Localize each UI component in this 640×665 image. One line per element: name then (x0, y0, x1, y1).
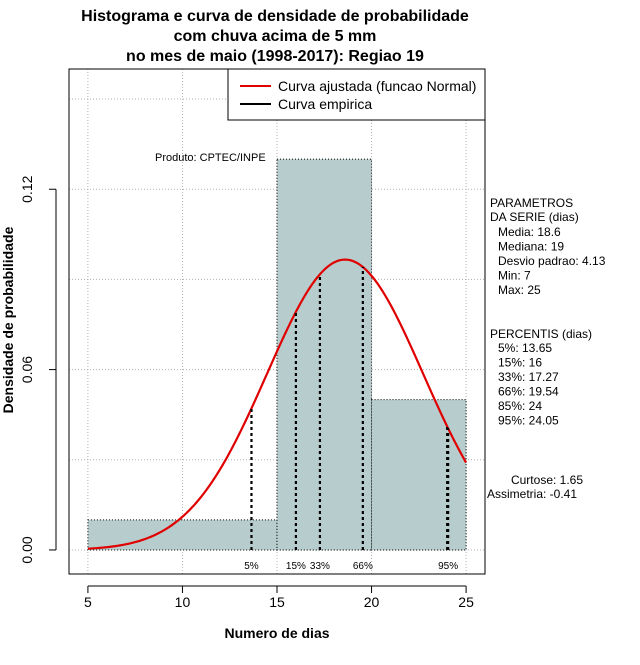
percentis-header: PERCENTIS (dias) (490, 327, 592, 341)
percentil-line: 85%: 24 (498, 399, 542, 413)
percentil-line: 33%: 17.27 (498, 370, 559, 384)
percentil-line: 66%: 19.54 (498, 385, 559, 399)
parametros-header: PARAMETROS (490, 196, 573, 210)
x-tick-label: 10 (175, 594, 191, 610)
fitted-curve (87, 258, 468, 550)
percentil-line: 95%: 24.05 (498, 414, 559, 428)
y-tick-label: 0.00 (19, 536, 35, 563)
curtose-text: Curtose: 1.65 (511, 473, 583, 487)
legend-label-fitted: Curva ajustada (funcao Normal) (278, 78, 476, 94)
parametro-line: Desvio padrao: 4.13 (498, 254, 606, 268)
parametro-line: Max: 25 (498, 283, 541, 297)
product-label: Produto: CPTEC/INPE (155, 152, 266, 164)
parametro-line: Min: 7 (498, 269, 531, 283)
assimetria-text: Assimetria: -0.41 (487, 487, 577, 501)
title-line: com chuva acima de 5 mm (174, 28, 377, 45)
y-tick-label: 0.12 (19, 175, 35, 202)
parametros-header: DA SERIE (dias) (490, 210, 579, 224)
x-tick-label: 25 (458, 594, 474, 610)
percentile-label: 95% (438, 561, 458, 572)
percentile-label: 15% (286, 561, 306, 572)
percentil-line: 15%: 16 (498, 356, 542, 370)
chart-title: Histograma e curva de densidade de proba… (81, 8, 469, 65)
x-tick-label: 15 (269, 594, 285, 610)
percentile-label: 33% (310, 561, 330, 572)
histogram-bar (371, 399, 467, 551)
legend-box (227, 68, 486, 121)
histogram-bars (87, 158, 467, 551)
title-line: Histograma e curva de densidade de proba… (81, 8, 469, 25)
histogram-bar (276, 158, 373, 551)
y-tick-label: 0.06 (19, 356, 35, 383)
percentile-label: 66% (353, 561, 373, 572)
parametro-line: Media: 18.6 (498, 225, 561, 239)
legend-label-empirical: Curva empirica (278, 96, 372, 112)
percentile-label: 5% (244, 561, 259, 572)
x-tick-label: 5 (84, 594, 92, 610)
title-line: no mes de maio (1998-2017): Regiao 19 (126, 48, 424, 65)
axes: 5 10 15 20 25 0.00 0.06 0.12 (19, 175, 474, 610)
percentil-line: 5%: 13.65 (498, 341, 552, 355)
legend: Curva ajustada (funcao Normal) Curva emp… (227, 68, 486, 121)
x-axis-label: Numero de dias (224, 625, 329, 641)
y-axis-label: Densidade de probabilidade (0, 226, 16, 413)
parametro-line: Mediana: 19 (498, 240, 564, 254)
x-tick-label: 20 (364, 594, 380, 610)
percentile-lines: 5% 15% 33% 66% 95% (244, 267, 458, 572)
fitted-normal-curve (87, 258, 468, 550)
